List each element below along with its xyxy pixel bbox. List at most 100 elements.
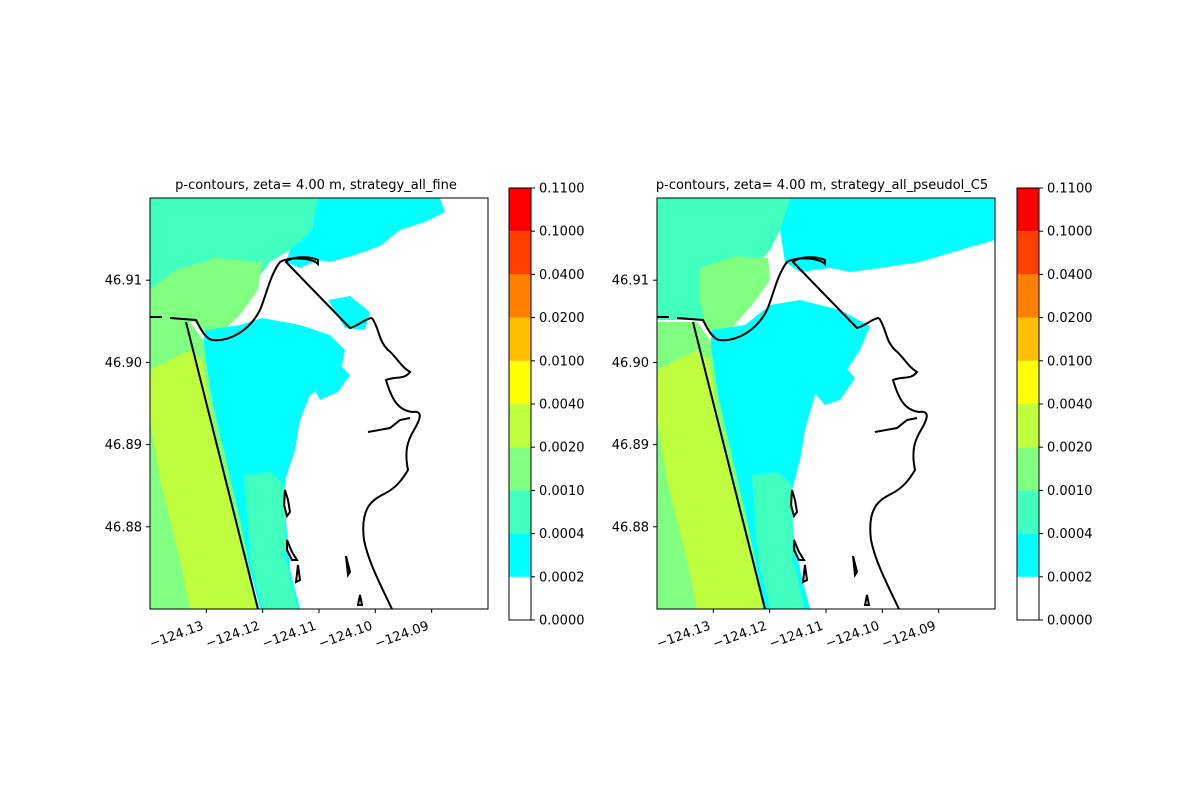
colorbar-tick-label: 0.0002 [1047, 570, 1093, 585]
colorbar-tick-label: 0.1000 [1047, 225, 1093, 240]
coastline-south-shore [692, 321, 766, 609]
contour-field [150, 198, 488, 609]
coastline [150, 256, 421, 609]
region-0020-0040-offshore [150, 350, 256, 609]
colorbar-tick-label: 0.0100 [1047, 354, 1093, 369]
x-tick-label: −124.12 [711, 619, 769, 652]
y-tick-label: 46.91 [105, 274, 142, 289]
y-tick-label: 46.89 [612, 438, 649, 453]
chart-title: p-contours, zeta= 4.00 m, strategy_all_f… [175, 178, 457, 193]
colorbar-tick-label: 0.0020 [1047, 441, 1093, 456]
colorbar-segment [509, 274, 531, 318]
colorbar-segment [509, 447, 531, 491]
region-0002-0004-channel [203, 318, 345, 609]
y-axis: 46.91 46.90 46.89 46.88 [612, 274, 657, 535]
x-tick-label: −124.11 [260, 619, 318, 652]
region-0002-0004-north [780, 198, 995, 272]
coastline-inlet [874, 417, 918, 433]
chart-title: p-contours, zeta= 4.00 m, strategy_all_p… [656, 178, 988, 193]
x-tick-label: −124.13 [655, 619, 713, 652]
coastline-inlet [367, 417, 411, 433]
y-tick-label: 46.88 [105, 520, 142, 535]
colorbar-segment [1017, 576, 1039, 620]
colorbar-tick-label: 0.0004 [539, 527, 585, 542]
colorbar-segment [509, 231, 531, 275]
colorbar-segment [1017, 404, 1039, 448]
coastline-south-shore [185, 321, 259, 609]
x-tick-label: −124.10 [317, 619, 375, 652]
coastline-island [801, 564, 809, 584]
x-axis: −124.13−124.12−124.11−124.10−124.09 [148, 609, 433, 652]
coastline-island [294, 564, 302, 584]
y-tick-label: 46.90 [105, 356, 142, 371]
colorbar-segment [509, 490, 531, 534]
colorbar: 0.0000 0.0002 0.0004 0.0010 0.0020 0.0040 0.01… [1016, 182, 1093, 629]
coastline-island [282, 489, 292, 519]
colorbar-tick-label: 0.1000 [539, 225, 585, 240]
region-0010-0020-north [150, 258, 262, 334]
colorbar-tick-label: 0.0000 [539, 614, 585, 629]
colorbar: 0.0000 0.0002 0.0004 0.0010 0.0020 0.0040 0.01… [508, 182, 585, 629]
region-0002-0004-patch [312, 360, 350, 400]
colorbar-tick-label: 0.0004 [1047, 527, 1093, 542]
colorbar-segment [509, 576, 531, 620]
coastline-islet [356, 594, 364, 606]
colorbar-tick-label: 0.0100 [539, 354, 585, 369]
colorbar-tick-label: 0.0200 [539, 311, 585, 326]
colorbar-tick-label: 0.0010 [1047, 484, 1093, 499]
coastline-island [793, 539, 806, 561]
colorbar-segment [1017, 188, 1039, 232]
y-tick-label: 46.89 [105, 438, 142, 453]
region-0010-0020-north [700, 256, 770, 335]
colorbar-segment [1017, 231, 1039, 275]
x-tick-label: −124.11 [767, 619, 825, 652]
colorbar-tick-label: 0.1100 [1047, 182, 1093, 197]
coastline-islet [863, 594, 871, 606]
colorbar-tick-label: 0.0010 [539, 484, 585, 499]
region-0002-0004-patch [328, 296, 370, 330]
region-0002-0004-patch [805, 360, 855, 405]
y-axis: 46.91 46.90 46.89 46.88 [105, 274, 150, 535]
y-tick-label: 46.88 [612, 520, 649, 535]
coastline [657, 256, 928, 609]
x-axis: −124.13−124.12−124.11−124.10−124.09 [655, 609, 940, 652]
panel-strategy-all-fine: p-contours, zeta= 4.00 m, strategy_all_f… [105, 178, 585, 652]
colorbar-segment [509, 188, 531, 232]
coastline-spit [150, 256, 373, 342]
colorbar-tick-label: 0.0020 [539, 441, 585, 456]
coastline-island [789, 489, 799, 519]
region-0020-0040-offshore [657, 350, 763, 609]
x-tick-label: −124.09 [373, 619, 431, 652]
colorbar-segment [1017, 360, 1039, 404]
coastline-islet [852, 555, 859, 578]
colorbar-segment [1017, 317, 1039, 361]
colorbar-tick-label: 0.0400 [539, 268, 585, 283]
panel-strategy-all-pseudol-c5: p-contours, zeta= 4.00 m, strategy_all_p… [612, 178, 1093, 652]
colorbar-tick-label: 0.0000 [1047, 614, 1093, 629]
x-tick-label: −124.09 [880, 619, 938, 652]
colorbar-tick-label: 0.0040 [1047, 398, 1093, 413]
colorbar-tick-label: 0.0040 [539, 398, 585, 413]
colorbar-segment [509, 533, 531, 577]
contour-field [657, 198, 995, 609]
colorbar-segment [1017, 490, 1039, 534]
coastline-east-shore [869, 317, 928, 609]
coastline-spit [657, 256, 880, 342]
colorbar-segment [1017, 533, 1039, 577]
colorbar-tick-label: 0.0200 [1047, 311, 1093, 326]
colorbar-segment [509, 317, 531, 361]
region-0002-0004-north [286, 198, 445, 268]
x-tick-label: −124.10 [824, 619, 882, 652]
colorbar-tick-label: 0.0002 [539, 570, 585, 585]
x-tick-label: −124.13 [148, 619, 206, 652]
colorbar-segment [1017, 447, 1039, 491]
coastline-east-shore [362, 317, 421, 609]
y-tick-label: 46.90 [612, 356, 649, 371]
x-tick-label: −124.12 [204, 619, 262, 652]
colorbar-segment [1017, 274, 1039, 318]
y-tick-label: 46.91 [612, 274, 649, 289]
colorbar-segment [509, 360, 531, 404]
colorbar-segment [509, 404, 531, 448]
coastline-island [286, 539, 299, 561]
